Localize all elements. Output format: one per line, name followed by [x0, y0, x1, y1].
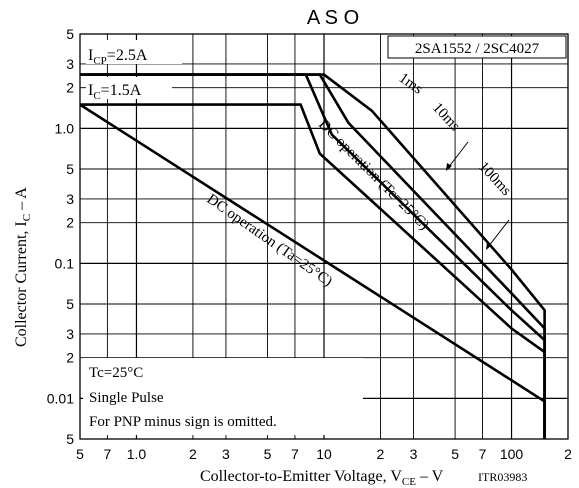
label-10ms: 10ms	[429, 100, 463, 135]
y-tick-label: 3	[66, 56, 74, 72]
note-pnp: For PNP minus sign is omitted.	[89, 414, 277, 430]
y-tick-labels: 5 3 2 1.0 5 3 2 0.1 5 3 2 0.01 5	[47, 26, 74, 447]
x-tick-label: 10	[316, 446, 332, 462]
plot-frame	[79, 33, 569, 440]
pointer-10ms-arrowhead	[446, 163, 452, 171]
label-dc-tc: DC operation (Tc=25°C)	[315, 117, 432, 234]
x-tick-label: 2	[189, 446, 197, 462]
icp-label: ICP=2.5A	[88, 47, 148, 67]
part-number-box	[387, 35, 567, 59]
icp-label-bg	[86, 40, 182, 64]
y-tick-label: 3	[66, 191, 74, 207]
curve-dc_ta	[79, 103, 546, 439]
label-dc-ta: DC operation (Ta=25°C)	[204, 191, 335, 290]
x-tick-label: 5	[264, 446, 272, 462]
pointer-100ms	[487, 219, 510, 248]
part-number: 2SA1552 / 2SC4027	[415, 41, 540, 57]
x-tick-label: 1.0	[127, 446, 147, 462]
x-tick-label: 3	[222, 446, 230, 462]
x-tick-label: 3	[410, 446, 418, 462]
y-tick-label: 2	[66, 215, 74, 231]
x-tick-label: 100	[500, 446, 524, 462]
x-tick-label: 2	[564, 446, 572, 462]
y-tick-label: 5	[66, 296, 74, 312]
curves	[79, 73, 546, 439]
y-tick-label: 0.01	[47, 390, 74, 406]
x-tick-label: 7	[291, 446, 299, 462]
x-tick-label: 5	[451, 446, 459, 462]
y-tick-label: 1.0	[55, 120, 75, 136]
y-tick-label: 3	[66, 326, 74, 342]
notes-bg	[83, 358, 363, 435]
curve-dc_tc	[80, 103, 546, 439]
doc-code: ITR03983	[478, 470, 527, 484]
y-tick-label: 5	[66, 26, 74, 42]
pointer-100ms-arrowhead	[486, 242, 492, 250]
note-single-pulse: Single Pulse	[89, 390, 164, 406]
y-tick-label: 2	[66, 350, 74, 366]
grid	[80, 34, 568, 439]
pointer-10ms	[447, 141, 469, 169]
ic-label: IC=1.5A	[88, 82, 142, 102]
y-axis-label: Collector Current, IC – A	[13, 187, 33, 347]
ic-label-bg	[86, 77, 172, 99]
y-tick-label: 2	[66, 80, 74, 96]
y-tick-label: 0.1	[55, 255, 75, 271]
x-tick-label: 7	[104, 446, 112, 462]
label-100ms: 100ms	[475, 159, 514, 199]
x-axis-label: Collector-to-Emitter Voltage, VCE – V	[200, 468, 444, 488]
label-1ms: 1ms	[396, 70, 426, 98]
x-tick-label: 2	[377, 446, 385, 462]
x-tick-labels: 5 7 1.0 2 3 5 7 10 2 3 5 7 100 2	[76, 446, 572, 462]
x-tick-label: 7	[479, 446, 487, 462]
y-tick-label: 5	[66, 431, 74, 447]
x-tick-label: 5	[76, 446, 84, 462]
y-tick-label: 5	[66, 161, 74, 177]
note-tc: Tc=25°C	[89, 365, 143, 381]
chart-title: A S O	[307, 7, 359, 29]
